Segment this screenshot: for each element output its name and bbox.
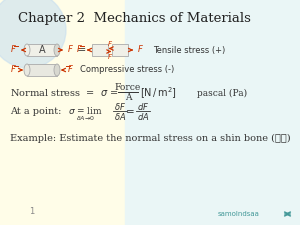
- Text: Example: Estimate the normal stress on a shin bone (胫骨): Example: Estimate the normal stress on a…: [10, 133, 291, 143]
- Bar: [125, 0, 300, 225]
- Ellipse shape: [54, 64, 60, 76]
- Text: $\sigma$ = lim: $\sigma$ = lim: [68, 106, 103, 117]
- Text: $\left[\mathrm{N\,/\,m}^2\right]$: $\left[\mathrm{N\,/\,m}^2\right]$: [140, 85, 177, 101]
- Text: $\delta F$: $\delta F$: [114, 101, 126, 112]
- Ellipse shape: [24, 64, 30, 76]
- Text: $dF$: $dF$: [137, 101, 149, 112]
- Text: $\delta A\!\to\!0$: $\delta A\!\to\!0$: [76, 113, 95, 122]
- Text: $\delta A$: $\delta A$: [114, 110, 126, 122]
- Text: F: F: [11, 45, 16, 54]
- Text: =: =: [126, 107, 134, 117]
- Bar: [27, 44, 57, 56]
- Bar: [112, 44, 128, 56]
- Text: F: F: [138, 45, 143, 54]
- Text: F: F: [68, 45, 73, 54]
- Ellipse shape: [24, 44, 30, 56]
- Text: F: F: [77, 45, 82, 54]
- Bar: [92, 44, 108, 56]
- Text: $dA$: $dA$: [137, 110, 149, 122]
- Text: samolndsaa: samolndsaa: [218, 211, 260, 217]
- Text: Force: Force: [115, 83, 141, 92]
- Text: At a point:: At a point:: [10, 108, 61, 117]
- Text: Chapter 2  Mechanics of Materials: Chapter 2 Mechanics of Materials: [18, 12, 251, 25]
- Text: A: A: [39, 45, 45, 55]
- Text: =: =: [77, 45, 87, 55]
- Text: F: F: [108, 54, 112, 60]
- Ellipse shape: [54, 44, 60, 56]
- Text: F: F: [11, 65, 16, 74]
- Circle shape: [0, 0, 66, 68]
- Text: Normal stress  =  $\sigma$ =: Normal stress = $\sigma$ =: [10, 88, 119, 99]
- Text: A: A: [125, 92, 131, 101]
- Text: F: F: [68, 65, 73, 74]
- Text: Tensile stress (+): Tensile stress (+): [153, 45, 225, 54]
- Text: pascal (Pa): pascal (Pa): [197, 88, 247, 98]
- Text: 1: 1: [29, 207, 34, 216]
- Text: Compressive stress (-): Compressive stress (-): [80, 65, 174, 74]
- Text: F: F: [108, 41, 112, 47]
- Bar: [0, 0, 125, 225]
- Bar: [27, 64, 57, 76]
